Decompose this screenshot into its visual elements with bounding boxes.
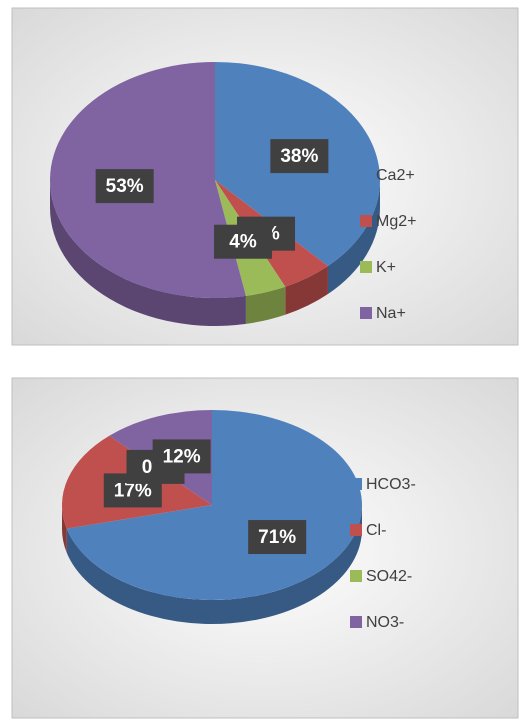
value-label-box (95, 169, 154, 204)
slice-side (50, 180, 246, 326)
legend-label: Ca2+ (376, 167, 415, 184)
slice-side (327, 180, 380, 295)
value-label: 17% (114, 480, 152, 501)
legend-swatch (350, 524, 362, 536)
value-label-box (248, 520, 307, 555)
value-label: 53% (106, 176, 144, 197)
legend-swatch (350, 616, 362, 628)
legend-label: Na+ (376, 305, 406, 322)
legend-swatch (360, 215, 372, 227)
legend-label: Mg2+ (376, 213, 416, 230)
value-label: 38% (280, 146, 318, 167)
legend-label: SO42- (366, 568, 412, 585)
value-label-box (214, 224, 273, 259)
legend-swatch (350, 478, 362, 490)
legend-label: NO3- (366, 614, 404, 631)
value-label: 12% (163, 446, 201, 467)
legend-swatch (360, 307, 372, 319)
slice-side (285, 266, 328, 315)
value-label-box (152, 439, 211, 474)
slice-side (245, 286, 286, 324)
legend-label: K+ (376, 259, 396, 276)
legend-swatch (360, 169, 372, 181)
slice-side (66, 505, 362, 624)
slice-side (62, 505, 67, 553)
legend-swatch (360, 261, 372, 273)
legend-label: Cl- (366, 522, 386, 539)
legend-swatch (350, 570, 362, 582)
value-label-box (270, 139, 329, 174)
value-label: 71% (258, 527, 296, 548)
legend-label: HCO3- (366, 476, 416, 493)
value-label: 4% (229, 232, 257, 253)
